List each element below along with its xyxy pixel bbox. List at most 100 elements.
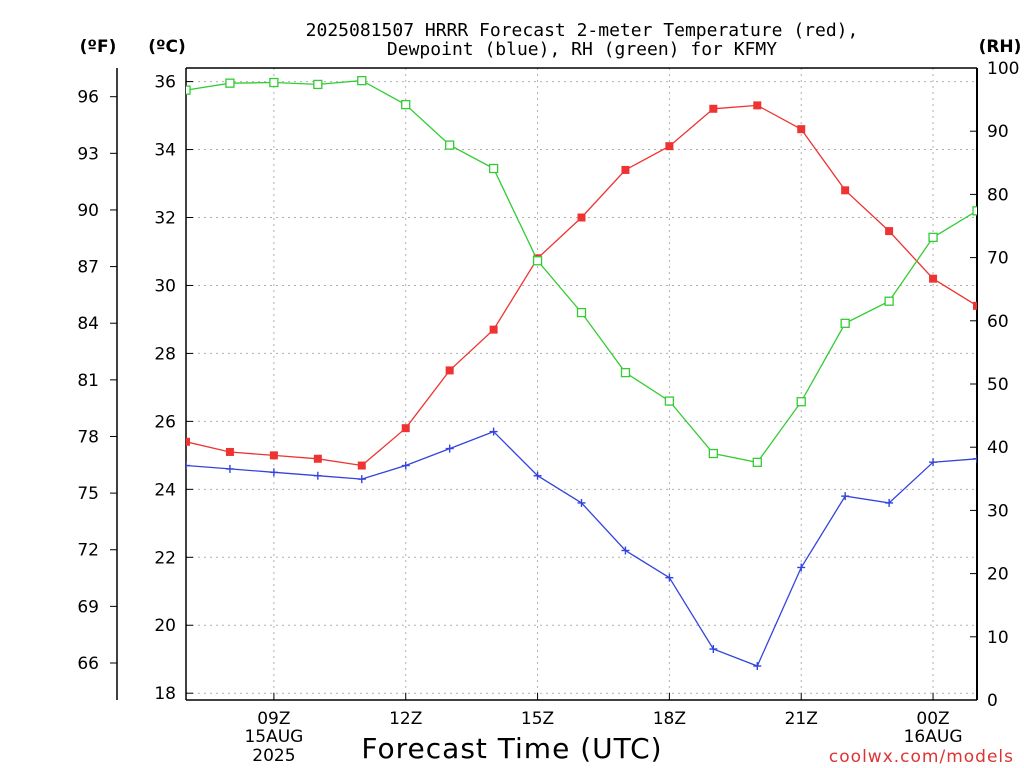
rh-data-point — [186, 85, 191, 95]
fahrenheit-tick-label: 69 — [77, 597, 99, 617]
rh-data-point — [225, 78, 235, 88]
axes — [110, 67, 978, 701]
chart-title-line1: 2025081507 HRRR Forecast 2-meter Tempera… — [306, 20, 859, 41]
dewpoint-data-point — [973, 454, 977, 463]
rh-tick-label: 10 — [987, 628, 1009, 648]
temperature-data-point — [577, 213, 586, 222]
x-tick-label: 15Z — [521, 709, 554, 729]
rh-data-point — [401, 100, 411, 110]
chart-title-line2: Dewpoint (blue), RH (green) for KFMY — [387, 39, 777, 60]
rh-tick-label: 50 — [987, 375, 1009, 395]
fahrenheit-tick-label: 78 — [77, 427, 99, 447]
dewpoint-data-point — [577, 498, 586, 507]
temperature-data-point — [313, 454, 322, 463]
rh-tick-label: 20 — [987, 565, 1009, 585]
x-tick-year-label: 2025 — [252, 746, 295, 766]
x-tick-label: 00Z — [916, 709, 949, 729]
dewpoint-data-point — [445, 444, 454, 453]
rh-data-point — [796, 397, 806, 407]
rh-data-point — [269, 77, 279, 88]
rh-tick-label: 70 — [987, 249, 1009, 269]
grid-lines — [186, 68, 977, 700]
temperature-data-point — [797, 125, 806, 134]
fahrenheit-tick-label: 87 — [77, 258, 99, 278]
rh-tick-label: 40 — [987, 438, 1009, 458]
temperature-data-point — [929, 274, 938, 283]
dewpoint-data-point — [357, 475, 366, 484]
celsius-tick-label: 20 — [154, 616, 176, 636]
rh-data-point — [620, 367, 631, 378]
temperature-data-point — [973, 301, 977, 310]
celsius-tick-label: 22 — [154, 548, 176, 568]
rh-tick-label: 0 — [987, 691, 998, 711]
temperature-data-point — [445, 366, 454, 375]
rh-tick-label: 90 — [987, 122, 1009, 142]
celsius-tick-label: 32 — [154, 209, 176, 229]
rh-tick-label: 60 — [987, 312, 1009, 332]
x-tick-date-label: 15AUG — [244, 727, 303, 747]
rh-series-line — [186, 79, 977, 464]
x-tick-label: 21Z — [785, 709, 818, 729]
x-tick-label: 12Z — [389, 709, 422, 729]
temperature-data-point — [841, 186, 850, 195]
rh-tick-label: 80 — [987, 185, 1009, 205]
fahrenheit-tick-label: 90 — [77, 201, 99, 221]
temperature-data-point — [186, 437, 190, 446]
rh-data-point — [884, 296, 894, 306]
temperature-data-point — [709, 104, 718, 113]
temperature-data-point — [753, 101, 762, 110]
rh-data-point — [313, 79, 323, 90]
celsius-tick-label: 30 — [154, 276, 176, 296]
temperature-data-point — [885, 227, 894, 236]
dewpoint-data-point — [797, 563, 806, 572]
temperature-data-point — [269, 451, 278, 460]
rh-data-point — [664, 396, 675, 406]
dewpoint-data-point — [313, 471, 322, 480]
celsius-tick-label: 34 — [154, 141, 176, 161]
x-tick-date-label: 16AUG — [904, 727, 963, 747]
fahrenheit-tick-label: 72 — [77, 541, 99, 561]
celsius-tick-label: 24 — [154, 480, 176, 500]
rh-data-point — [357, 75, 367, 86]
rh-unit-label: (RH) — [979, 37, 1022, 57]
fahrenheit-tick-label: 96 — [77, 88, 99, 108]
temperature-data-point — [621, 165, 630, 174]
celsius-tick-label: 26 — [154, 412, 176, 432]
celsius-tick-label: 18 — [154, 684, 176, 704]
dewpoint-data-point — [621, 546, 630, 555]
source-credit: coolwx.com/models — [829, 747, 1014, 767]
fahrenheit-tick-label: 81 — [77, 371, 99, 391]
celsius-tick-label: 36 — [154, 73, 176, 93]
dewpoint-data-point — [186, 461, 190, 470]
celsius-unit-label: (ºC) — [148, 37, 186, 57]
temperature-data-point — [401, 424, 410, 433]
rh-data-point — [708, 448, 718, 459]
x-tick-label: 09Z — [257, 709, 290, 729]
rh-data-point — [445, 140, 455, 150]
fahrenheit-tick-label: 93 — [77, 144, 99, 164]
fahrenheit-tick-label: 66 — [77, 654, 99, 674]
temperature-data-point — [489, 325, 498, 334]
dewpoint-data-point — [533, 471, 542, 480]
dewpoint-data-point — [841, 492, 850, 501]
rh-data-point — [752, 457, 762, 468]
x-tick-label: 18Z — [653, 709, 686, 729]
dewpoint-data-point — [665, 573, 674, 582]
rh-data-point — [972, 206, 977, 216]
temperature-data-point — [225, 447, 234, 456]
rh-data-point — [928, 232, 938, 243]
data-series — [186, 75, 977, 671]
dewpoint-data-point — [225, 464, 234, 473]
dewpoint-data-point — [709, 645, 718, 654]
temperature-data-point — [665, 142, 674, 151]
dewpoint-series-line — [186, 430, 977, 667]
rh-data-point — [840, 318, 850, 328]
rh-data-point — [532, 256, 543, 266]
dewpoint-data-point — [929, 458, 938, 467]
fahrenheit-tick-label: 75 — [77, 484, 99, 504]
x-axis-label: Forecast Time (UTC) — [361, 732, 662, 765]
dewpoint-data-point — [753, 662, 762, 671]
dewpoint-data-point — [489, 427, 498, 436]
fahrenheit-unit-label: (ºF) — [80, 37, 117, 57]
